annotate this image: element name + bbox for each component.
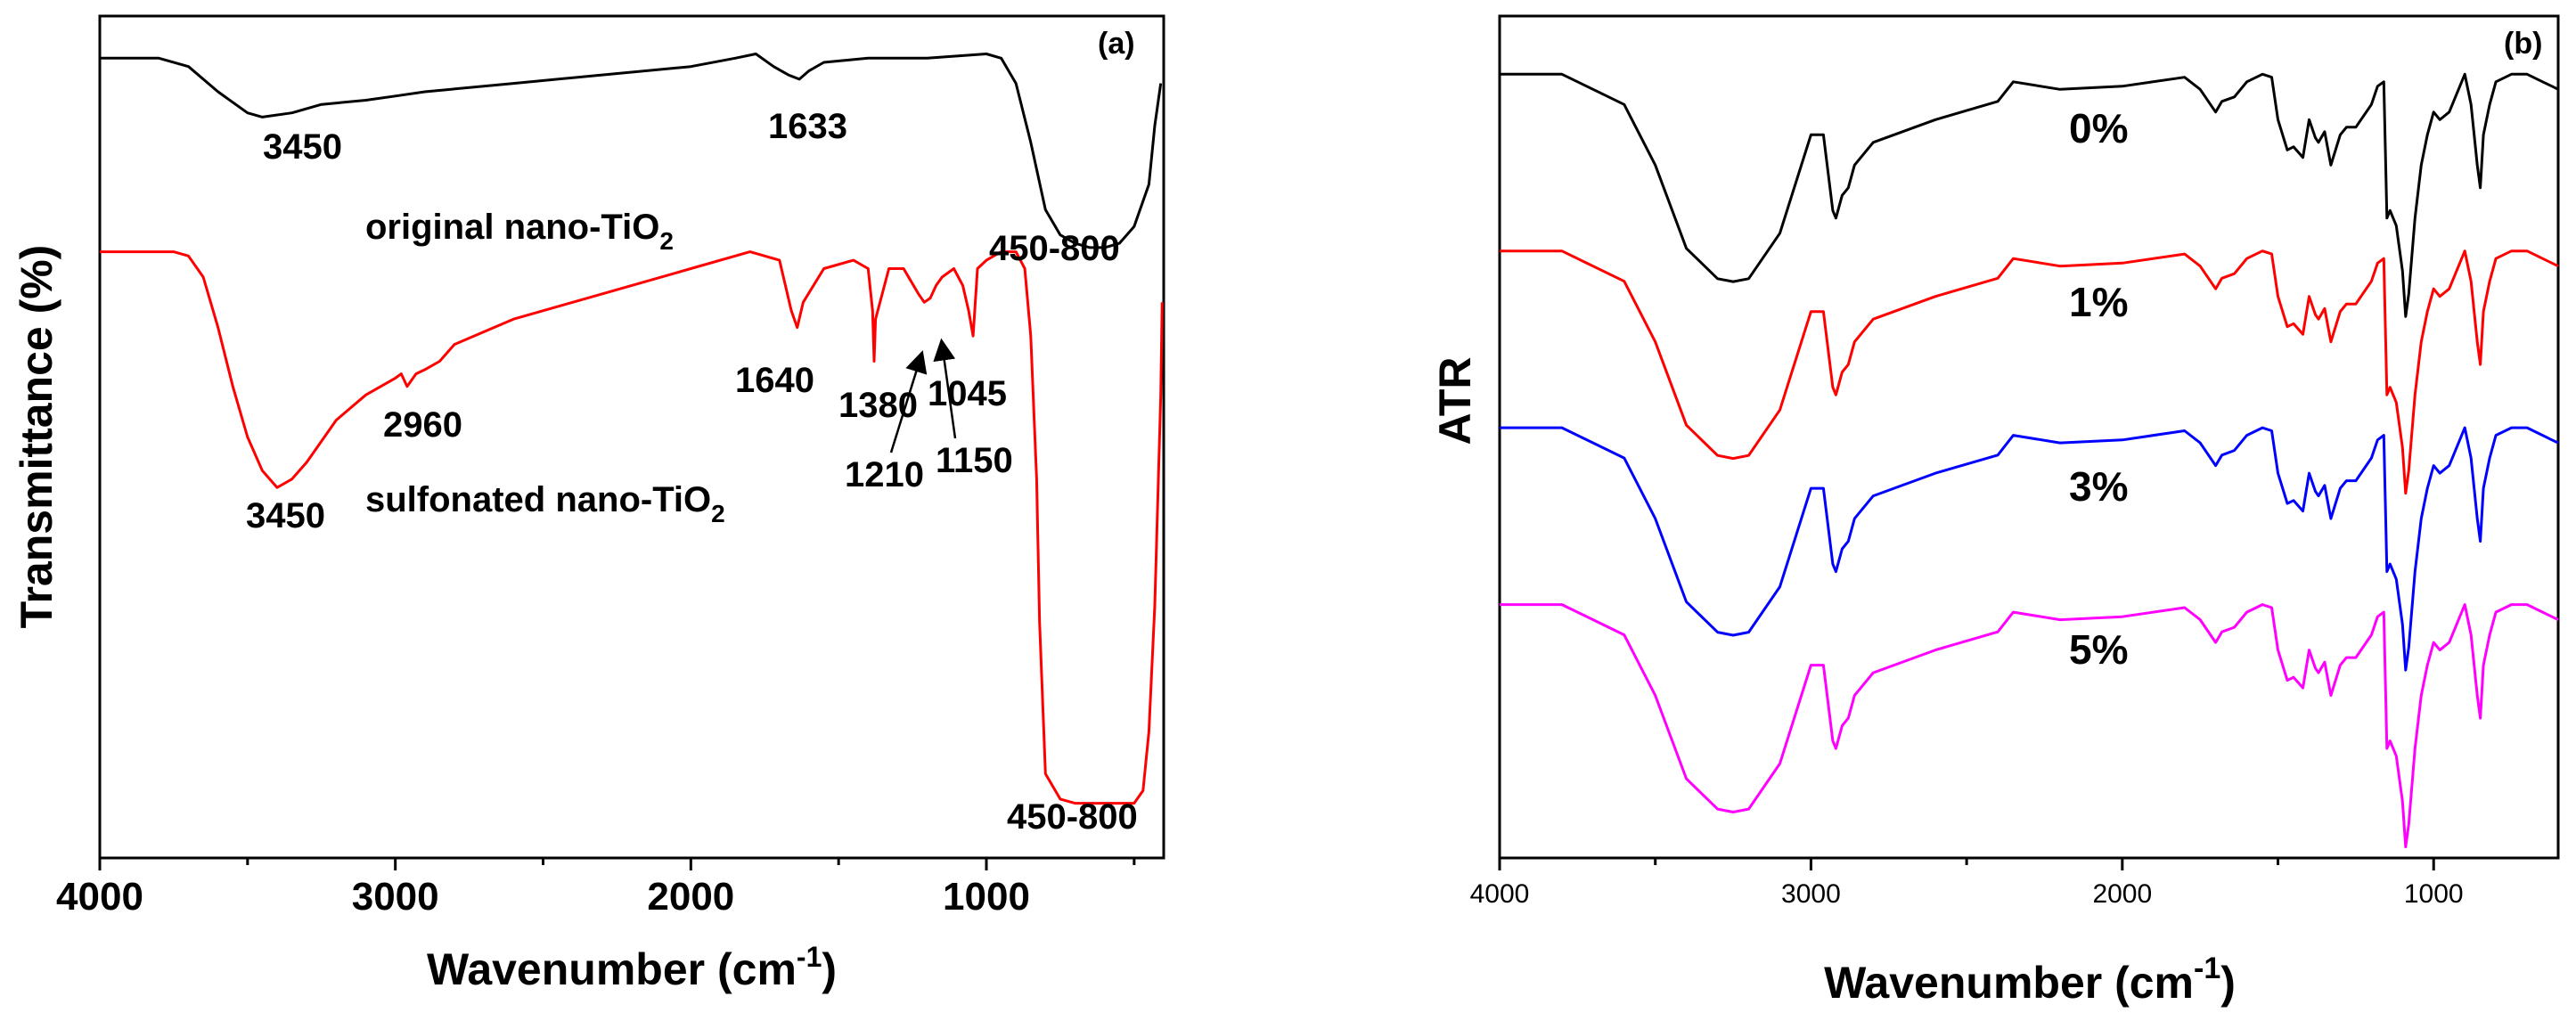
panel-b: 4000 3000 2000 1000 0% 1% 3% 5% (b) ATR Wavenu… — [1430, 14, 2560, 1008]
panel-a-annotation: 3450 — [263, 127, 342, 167]
panel-a-arrow-1210 — [889, 350, 928, 453]
panel-a-annotation-text: 1633 — [768, 107, 847, 146]
panel-a-annotation: 450-800 — [1007, 797, 1138, 837]
panel-a-arrow-1150 — [933, 338, 957, 439]
panel-a-annotation-text: sulfonated nano-TiO — [365, 480, 711, 519]
panel-a-annotation: 1633 — [768, 107, 847, 146]
panel-b-x-axis-title-sup: -1 — [2194, 952, 2220, 985]
panel-b-plot-frame — [1498, 14, 2560, 860]
panel-b-series-labels: 0% 1% 3% 5% — [2069, 105, 2128, 673]
panel-a-annotation-text: 3450 — [246, 496, 325, 535]
panel-a-annotation-text: 1150 — [936, 441, 1013, 480]
panel-a-plot-frame — [98, 14, 1165, 860]
panel-a-x-tick-label: 3000 — [352, 875, 439, 919]
panel-a-annotation: original nano-TiO2 — [365, 208, 674, 255]
panel-a-annotation-text: 1380 — [838, 386, 918, 425]
panel-b-label: (b) — [2504, 27, 2542, 61]
panel-a-annotation-text: 1640 — [735, 361, 814, 400]
panel-b-series-line-3 — [1500, 603, 2559, 849]
panel-a-x-axis-title-main: Wavenumber (cm — [427, 944, 797, 994]
panel-b-series-label: 5% — [2069, 626, 2128, 673]
panel-a-annotation: 1210 — [845, 455, 924, 494]
panel-a-y-axis-title: Transmittance (%) — [12, 245, 61, 629]
panel-b-x-axis-title-main: Wavenumber (cm — [1824, 958, 2194, 1008]
panel-a-x-tick-label: 4000 — [56, 875, 143, 919]
panel-a-series — [100, 53, 1164, 805]
panel-b-x-tick-label: 4000 — [1470, 879, 1530, 909]
panel-a-x-ticks: 4000 3000 2000 1000 — [56, 858, 1136, 919]
panel-b-y-axis-title: ATR — [1430, 356, 1480, 445]
panel-a-annotation-subscript: 2 — [659, 227, 674, 255]
panel-b-x-axis-title-end: ) — [2220, 958, 2236, 1008]
panel-a-annotation: 1380 — [838, 386, 918, 425]
panel-a-annotation: 1640 — [735, 361, 814, 400]
panel-a-x-axis-title-end: ) — [822, 944, 837, 994]
panel-b-series-line-0 — [1500, 72, 2559, 318]
panel-a-annotation: sulfonated nano-TiO2 — [365, 480, 725, 527]
panel-b-x-tick-label: 3000 — [1781, 879, 1841, 909]
panel-a-x-tick-label: 1000 — [943, 875, 1030, 919]
panel-a-annotation: 450-800 — [989, 229, 1120, 268]
panel-a-annotation: 3450 — [246, 496, 325, 535]
panel-a: 4000 3000 2000 1000 3450 1633 original nano-T… — [12, 14, 1165, 994]
panel-b-series-label: 0% — [2069, 105, 2128, 151]
panel-b-x-tick-label: 2000 — [2092, 879, 2152, 909]
panel-a-annotation: 2960 — [383, 405, 462, 445]
panel-a-annotation-text: 2960 — [383, 405, 462, 445]
panel-b-series — [1500, 72, 2559, 849]
panel-b-series-line-2 — [1500, 426, 2559, 672]
panel-a-label: (a) — [1098, 27, 1135, 61]
panel-a-x-axis-title: Wavenumber (cm-1) — [427, 941, 837, 994]
panel-a-annotation-text: 450-800 — [989, 229, 1120, 268]
panel-a-x-tick-label: 2000 — [647, 875, 734, 919]
panel-a-annotation-text: 3450 — [263, 127, 342, 167]
panel-a-x-axis-title-sup: -1 — [797, 941, 822, 973]
panel-a-annotation-text: original nano-TiO — [365, 208, 659, 247]
panel-a-annotation: 1045 — [928, 374, 1007, 413]
panel-b-series-label: 3% — [2069, 463, 2128, 510]
panel-b-x-tick-label: 1000 — [2404, 879, 2464, 909]
panel-a-annotation: 1150 — [936, 441, 1013, 480]
panel-a-annotation-text: 1210 — [845, 455, 924, 494]
panel-b-series-line-1 — [1500, 249, 2559, 495]
panel-a-annotation-text: 450-800 — [1007, 797, 1138, 837]
panel-a-annotation-text: 1045 — [928, 374, 1007, 413]
panel-a-series-line-0 — [100, 53, 1163, 249]
panel-b-x-ticks: 4000 3000 2000 1000 — [1470, 858, 2464, 909]
panel-b-x-axis-title: Wavenumber (cm-1) — [1824, 952, 2236, 1008]
panel-a-annotation-subscript: 2 — [711, 500, 725, 527]
panel-b-series-label: 1% — [2069, 279, 2128, 325]
panel-a-series-line-1 — [100, 250, 1164, 805]
